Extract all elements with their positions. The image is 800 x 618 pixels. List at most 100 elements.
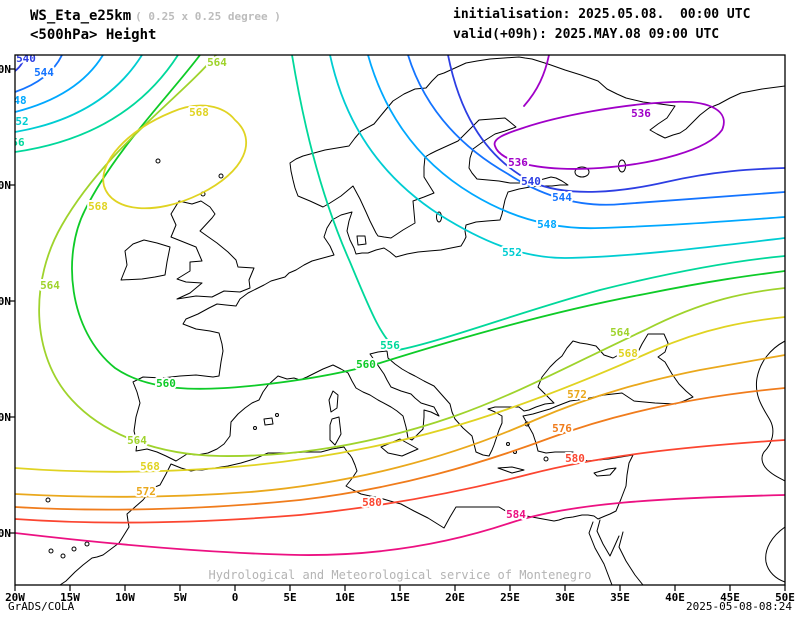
- coastline-sinai: [596, 519, 620, 557]
- coastline-west-europe-mediterranean: [59, 288, 694, 585]
- contour-label-540: 540: [521, 175, 541, 188]
- island-gotland: [436, 211, 442, 223]
- contour-label-564: 564: [40, 279, 60, 292]
- island-zealand: [356, 235, 367, 246]
- x-tick-label: 50E: [775, 591, 795, 604]
- contour-label-544: 544: [34, 66, 54, 79]
- x-tick-label: 45E: [720, 591, 740, 604]
- contour-label-556: 56: [11, 136, 25, 149]
- x-tick-label: 30E: [555, 591, 575, 604]
- contour-556-nw: [15, 55, 179, 153]
- y-tick-label: 40N: [0, 411, 11, 424]
- x-tick-label: 25E: [500, 591, 520, 604]
- coastline-caspian: [755, 340, 785, 482]
- y-tick-label: 30N: [0, 527, 11, 540]
- contour-548-nw: [15, 55, 104, 113]
- contour-544-trough: [407, 55, 785, 206]
- contour-552-nw: [15, 55, 143, 133]
- contour-label-568: 568: [88, 200, 108, 213]
- x-tick-label: 10W: [115, 591, 135, 604]
- contour-labels: 5405444852565645685685645605605565645685…: [11, 52, 653, 523]
- y-tick-label: 50N: [0, 295, 11, 308]
- grid-resolution: ( 0.25 x 0.25 degree ): [135, 10, 281, 23]
- contour-536-low: [493, 100, 725, 170]
- contour-560-main: [71, 55, 785, 390]
- x-tick-label: 20E: [445, 591, 465, 604]
- contour-568-south: [15, 316, 785, 473]
- island-mallorca: [263, 417, 274, 426]
- y-tick-label: 60N: [0, 179, 11, 192]
- contour-544-nw: [15, 55, 63, 93]
- contour-label-536: 536: [631, 107, 651, 120]
- contour-label-552: 52: [15, 115, 28, 128]
- contour-label-548: 548: [537, 218, 557, 231]
- contour-label-580: 580: [362, 496, 382, 509]
- coastline-north-europe-scandinavia: [255, 56, 785, 290]
- plot-area: 5405444852565645685685645605605565645685…: [11, 52, 785, 585]
- axis-layer: 20W 15W 10W 5W 0 5E 10E 15E 20E 25E 30E 35E 40E 45E 50…: [0, 63, 795, 604]
- plot-frame: [14, 54, 786, 586]
- contour-lines: [15, 55, 785, 556]
- x-tick-label: 5W: [173, 591, 187, 604]
- contour-label-568: 568: [618, 347, 638, 360]
- contour-label-576: 576: [552, 422, 572, 435]
- contour-label-556: 556: [380, 339, 400, 352]
- init-time: initialisation: 2025.05.08. 00:00 UTC: [453, 7, 751, 22]
- coastlines: [45, 56, 785, 585]
- contour-label-548: 48: [13, 94, 26, 107]
- field-name: <500hPa> Height: [30, 27, 157, 43]
- island-sicily: [380, 438, 419, 457]
- contour-556-trough: [291, 55, 785, 351]
- contour-label-580: 580: [565, 452, 585, 465]
- coastline-ireland: [120, 239, 171, 281]
- contour-label-564: 564: [207, 56, 227, 69]
- coastline-red-sea-west: [588, 521, 613, 585]
- x-tick-label: 15E: [390, 591, 410, 604]
- header: WS_Eta_e25km( 0.25 x 0.25 degree ) <500h…: [0, 3, 800, 51]
- contour-564-main: [38, 55, 785, 457]
- contour-label-568: 568: [189, 106, 209, 119]
- contour-568-ridge-loop: [102, 104, 247, 210]
- contour-584: [15, 494, 785, 556]
- contour-548-trough: [367, 55, 785, 230]
- contour-label-552: 552: [502, 246, 522, 259]
- contour-label-572: 572: [136, 485, 156, 498]
- island-sardinia: [329, 416, 342, 446]
- contour-580: [15, 439, 785, 524]
- contour-label-564: 564: [610, 326, 630, 339]
- x-tick-label: 20W: [5, 591, 25, 604]
- y-tick-label: 70N: [0, 63, 11, 76]
- model-name: WS_Eta_e25km: [30, 8, 132, 24]
- x-tick-label: 0: [232, 591, 239, 604]
- footer: GrADS/COLA 2025-05-08-08:24: [0, 598, 800, 616]
- contour-552-trough: [329, 55, 785, 259]
- lake-ladoga: [574, 166, 590, 178]
- island-crete: [497, 466, 525, 474]
- x-tick-label: 40E: [665, 591, 685, 604]
- contour-576: [15, 387, 785, 511]
- coastline-red-sea-east: [618, 531, 644, 585]
- island-corsica: [328, 390, 339, 413]
- grads-credit: GrADS/COLA: [8, 600, 75, 613]
- small-islands: [45, 158, 549, 559]
- contour-label-560: 560: [156, 377, 176, 390]
- contour-label-564: 564: [127, 434, 147, 447]
- coastline-great-britain: [170, 200, 255, 300]
- coastline-persian-gulf: [765, 526, 785, 583]
- x-tick-label: 5E: [283, 591, 296, 604]
- x-tick-label: 35E: [610, 591, 630, 604]
- header-right: initialisation: 2025.05.08. 00:00 UTC va…: [453, 5, 750, 45]
- title-line: WS_Eta_e25km( 0.25 x 0.25 degree ): [30, 5, 281, 25]
- contour-540-trough: [447, 55, 785, 193]
- x-tick-label: 15W: [60, 591, 80, 604]
- contour-label-560: 560: [356, 358, 376, 371]
- contour-label-540: 540: [16, 52, 36, 65]
- contour-536-spur: [523, 55, 550, 107]
- valid-time: valid(+09h): 2025.MAY.08 09:00 UTC: [453, 27, 720, 42]
- contour-label-568: 568: [140, 460, 160, 473]
- contour-label-536: 536: [508, 156, 528, 169]
- contour-label-572: 572: [567, 388, 587, 401]
- header-left: WS_Eta_e25km( 0.25 x 0.25 degree ) <500h…: [30, 5, 281, 43]
- island-cyprus: [593, 467, 617, 477]
